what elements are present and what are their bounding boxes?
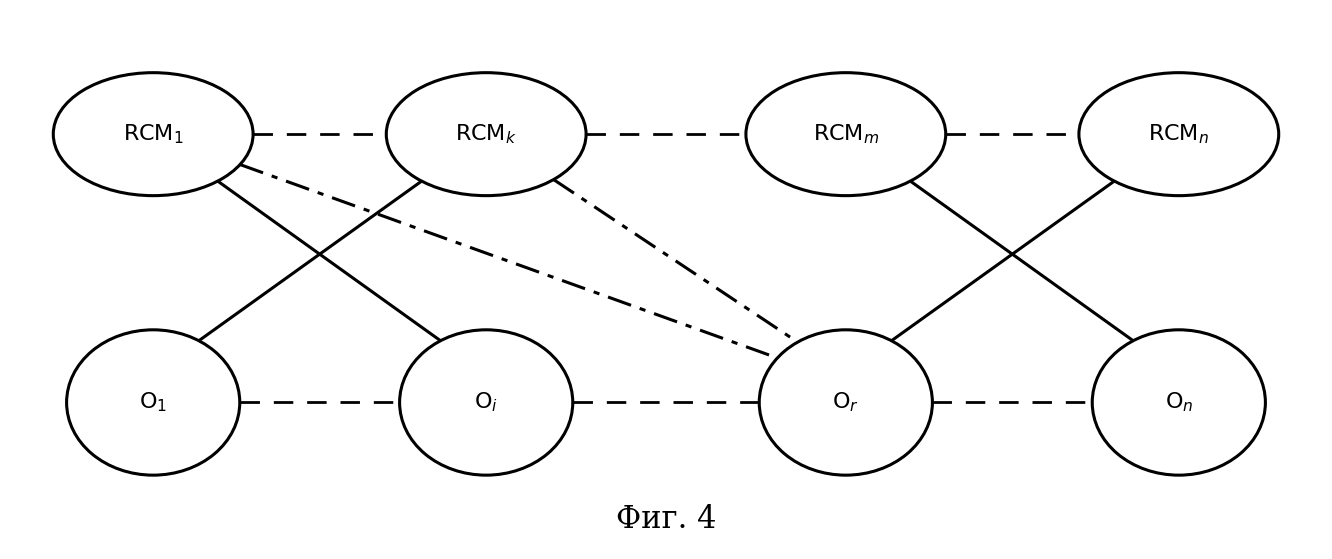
Text: $\mathrm{O}_{i}$: $\mathrm{O}_{i}$ bbox=[474, 391, 498, 414]
Text: Фиг. 4: Фиг. 4 bbox=[615, 504, 717, 536]
Text: $\mathrm{RCM}_{n}$: $\mathrm{RCM}_{n}$ bbox=[1148, 122, 1209, 146]
Ellipse shape bbox=[67, 330, 240, 475]
Text: $\mathrm{O}_{r}$: $\mathrm{O}_{r}$ bbox=[832, 391, 859, 414]
Ellipse shape bbox=[1079, 73, 1279, 196]
Ellipse shape bbox=[53, 73, 253, 196]
Ellipse shape bbox=[400, 330, 573, 475]
Ellipse shape bbox=[1092, 330, 1265, 475]
Text: $\mathrm{RCM}_{m}$: $\mathrm{RCM}_{m}$ bbox=[813, 122, 879, 146]
Text: $\mathrm{RCM}_{1}$: $\mathrm{RCM}_{1}$ bbox=[123, 122, 184, 146]
Ellipse shape bbox=[746, 73, 946, 196]
Ellipse shape bbox=[386, 73, 586, 196]
Ellipse shape bbox=[759, 330, 932, 475]
Text: $\mathrm{O}_{1}$: $\mathrm{O}_{1}$ bbox=[139, 391, 168, 414]
Text: $\mathrm{O}_{n}$: $\mathrm{O}_{n}$ bbox=[1164, 391, 1193, 414]
Text: $\mathrm{RCM}_{k}$: $\mathrm{RCM}_{k}$ bbox=[456, 122, 517, 146]
